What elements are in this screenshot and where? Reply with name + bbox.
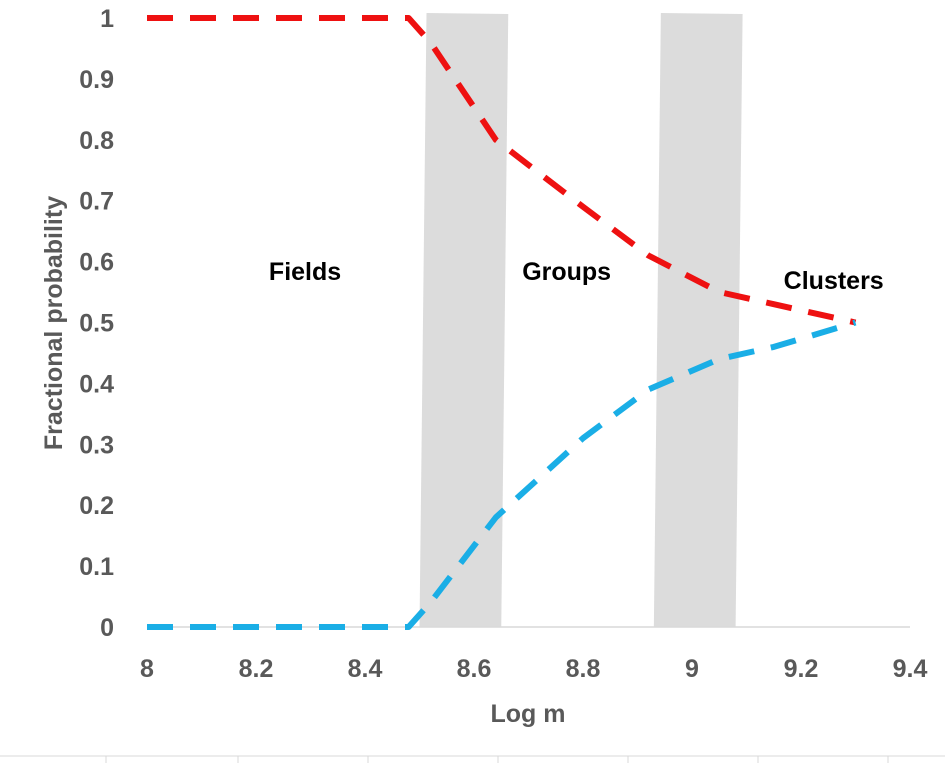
x-tick-label: 9 [685, 655, 699, 683]
series-line-2 [147, 319, 857, 630]
region-label-groups: Groups [522, 258, 611, 286]
y-tick-label: 0.9 [79, 66, 114, 94]
y-tick-label: 0.4 [79, 370, 114, 398]
x-tick-labels: 8 8.2 8.4 8.6 8.8 9 9.2 9.4 [140, 655, 927, 683]
y-tick-label: 1 [100, 5, 114, 33]
y-tick-label: 0.8 [79, 127, 114, 155]
region-labels: Fields Groups Clusters [269, 258, 884, 295]
x-tick-label: 8.2 [239, 655, 274, 683]
y-tick-label: 0.2 [79, 492, 114, 520]
shaded-bands [419, 13, 743, 627]
shaded-band-1 [419, 13, 509, 627]
y-tick-label: 0 [100, 614, 114, 642]
y-tick-label: 0.3 [79, 431, 114, 459]
y-tick-label: 0.5 [79, 310, 114, 338]
x-axis-title: Log m [491, 700, 566, 728]
series-lines [147, 15, 857, 630]
x-tick-label: 9.2 [784, 655, 819, 683]
x-tick-label: 8.4 [348, 655, 383, 683]
series-line-1 [147, 15, 857, 326]
y-tick-label: 0.7 [79, 188, 114, 216]
shaded-band-2 [653, 13, 743, 627]
y-tick-label: 0.6 [79, 249, 114, 277]
region-label-clusters: Clusters [784, 267, 884, 295]
y-tick-labels: 0 0.1 0.2 0.3 0.4 0.5 0.6 0.7 0.8 0.9 1 [79, 5, 114, 642]
table-divider [0, 755, 945, 763]
region-label-fields: Fields [269, 258, 341, 286]
x-tick-label: 8.8 [566, 655, 601, 683]
x-tick-label: 8 [140, 655, 154, 683]
x-tick-label: 9.4 [893, 655, 928, 683]
y-axis-title: Fractional probability [40, 196, 68, 450]
x-tick-label: 8.6 [457, 655, 492, 683]
y-tick-label: 0.1 [79, 553, 114, 581]
